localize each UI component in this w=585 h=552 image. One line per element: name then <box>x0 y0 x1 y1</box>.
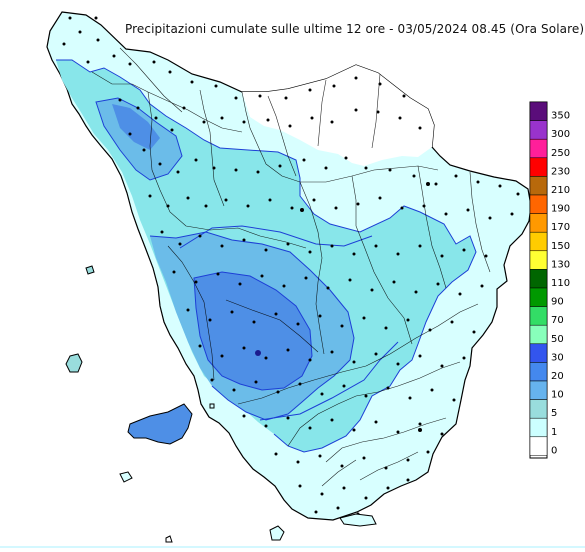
legend-swatch-350 <box>529 101 548 121</box>
legend-swatch-300 <box>529 120 548 140</box>
legend-label-250: 250 <box>551 148 570 159</box>
legend-label-10: 10 <box>551 390 564 401</box>
legend-swatch-50 <box>529 324 548 345</box>
legend-label-20: 20 <box>551 371 564 382</box>
legend-label-1: 1 <box>551 427 557 438</box>
legend-labels: 3503002502302101901701501301109070503020… <box>551 111 570 457</box>
legend-swatch-20 <box>529 362 548 382</box>
legend-label-70: 70 <box>551 315 564 326</box>
legend-swatch-90 <box>529 287 548 307</box>
legend-swatch-10 <box>529 380 548 400</box>
legend-label-5: 5 <box>551 408 557 419</box>
legend-label-210: 210 <box>551 185 570 196</box>
weather-stations <box>62 16 520 516</box>
legend-swatch-190 <box>529 194 548 214</box>
legend-label-50: 50 <box>551 334 564 345</box>
legend-label-190: 190 <box>551 204 570 215</box>
legend-swatch-250 <box>529 138 548 159</box>
legend-swatch-150 <box>529 231 548 252</box>
legend-swatch-0 <box>529 436 548 456</box>
legend: 3503002502302101901701501301109070503020… <box>529 101 570 459</box>
legend-swatch-170 <box>529 213 548 233</box>
legend-label-30: 30 <box>551 352 564 363</box>
legend-label-300: 300 <box>551 129 570 140</box>
isolines <box>56 59 477 453</box>
rain-20-30-zone <box>112 104 312 390</box>
legend-swatch-110 <box>529 269 548 289</box>
legend-label-230: 230 <box>551 166 570 177</box>
legend-swatch-230 <box>529 157 548 177</box>
legend-swatches <box>529 101 548 456</box>
legend-swatch-210 <box>529 176 548 196</box>
legend-swatch-30 <box>529 343 548 363</box>
legend-label-150: 150 <box>551 241 570 252</box>
islands <box>65 265 377 543</box>
legend-label-90: 90 <box>551 297 564 308</box>
legend-swatch-1 <box>529 417 548 438</box>
legend-swatch-130 <box>529 250 548 270</box>
legend-swatch-70 <box>529 306 548 326</box>
legend-swatch-5 <box>529 399 548 419</box>
legend-label-170: 170 <box>551 222 570 233</box>
legend-label-130: 130 <box>551 259 570 270</box>
no-rain-zone <box>242 65 434 166</box>
map-title: Precipitazioni cumulate sulle ultime 12 … <box>125 22 585 36</box>
legend-label-350: 350 <box>551 111 570 122</box>
legend-label-110: 110 <box>551 278 570 289</box>
legend-label-0: 0 <box>551 445 557 456</box>
